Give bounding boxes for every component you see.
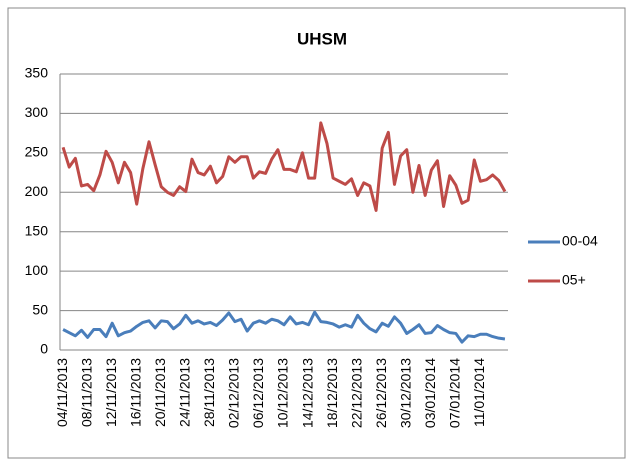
y-tick-label: 350 xyxy=(25,65,49,81)
x-tick-label: 18/12/2013 xyxy=(324,358,340,428)
y-tick-label: 200 xyxy=(25,183,49,199)
x-tick-label: 14/12/2013 xyxy=(299,358,315,428)
y-tick-label: 150 xyxy=(25,222,49,238)
x-tick-label: 30/12/2013 xyxy=(397,358,413,428)
x-tick-label: 12/11/2013 xyxy=(103,358,119,427)
x-tick-label: 16/11/2013 xyxy=(127,358,143,427)
y-tick-label: 250 xyxy=(25,144,49,160)
x-tick-label: 04/11/2013 xyxy=(54,358,70,427)
y-tick-label: 50 xyxy=(32,301,48,317)
x-tick-label: 08/11/2013 xyxy=(78,358,94,427)
y-tick-label: 0 xyxy=(40,341,48,357)
series-line xyxy=(62,310,506,344)
x-tick-label: 06/12/2013 xyxy=(250,358,266,428)
x-tick-label: 07/01/2014 xyxy=(447,358,463,428)
x-tick-label: 24/11/2013 xyxy=(177,358,193,427)
x-tick-label: 22/12/2013 xyxy=(348,358,364,428)
series-line xyxy=(61,121,507,212)
legend-label: 05+ xyxy=(562,272,586,288)
x-tick-label: 11/01/2014 xyxy=(471,358,487,427)
y-tick-label: 300 xyxy=(25,104,49,120)
x-tick-label: 28/11/2013 xyxy=(201,358,217,427)
legend-label: 00-04 xyxy=(562,233,598,249)
chart-title: UHSM xyxy=(297,29,347,48)
x-tick-label: 26/12/2013 xyxy=(373,358,389,428)
y-tick-label: 100 xyxy=(25,262,49,278)
x-tick-label: 03/01/2014 xyxy=(422,358,438,428)
x-tick-label: 10/12/2013 xyxy=(275,358,291,428)
x-tick-label: 02/12/2013 xyxy=(226,358,242,428)
x-tick-label: 20/11/2013 xyxy=(152,358,168,427)
chart-frame xyxy=(7,7,626,459)
